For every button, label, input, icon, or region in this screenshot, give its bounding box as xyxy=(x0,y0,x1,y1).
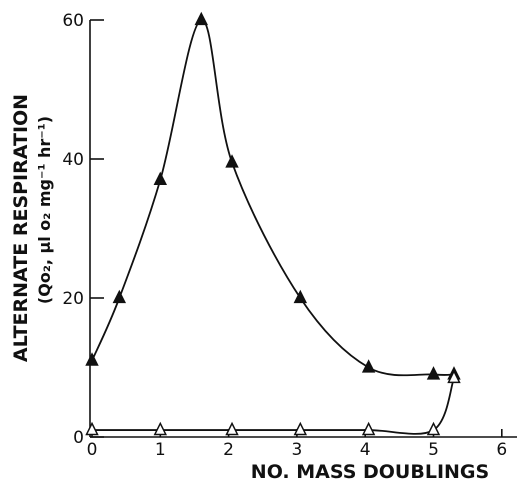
filled-triangle-point xyxy=(112,289,127,304)
axes xyxy=(89,20,517,438)
x-tick-label: 1 xyxy=(155,440,166,460)
filled-triangle-point xyxy=(85,352,99,366)
filled-triangle-point xyxy=(153,171,168,185)
filled-triangle-point xyxy=(361,359,376,373)
x-tick-label: 3 xyxy=(291,440,302,460)
x-tick-label: 2 xyxy=(223,440,234,460)
filled-triangle-point xyxy=(194,11,208,26)
open-triangle-point xyxy=(85,421,99,436)
x-tick-label: 4 xyxy=(360,440,371,460)
x-tick-label: 0 xyxy=(87,440,98,460)
y-ticks: 0 20 40 60 xyxy=(62,11,104,448)
x-tick-label: 6 xyxy=(496,440,507,460)
x-tick-label: 5 xyxy=(428,440,439,460)
y-axis-title: ALTERNATE RESPIRATION xyxy=(10,94,32,362)
series-line-2 xyxy=(92,377,455,435)
y-tick-label: 0 xyxy=(73,428,84,448)
series-lines xyxy=(91,19,455,435)
y-tick-label: 40 xyxy=(62,150,84,170)
x-axis-title: NO. MASS DOUBLINGS xyxy=(251,461,489,483)
open-triangle-point xyxy=(225,421,239,436)
filled-triangle-point xyxy=(426,366,441,380)
open-triangle-point xyxy=(361,421,376,436)
y-axis-unit: (Qo₂, µl o₂ mg⁻¹ hr⁻¹) xyxy=(35,116,54,304)
filled-triangle-point xyxy=(225,154,239,168)
series-line-1 xyxy=(91,19,455,377)
open-triangle-point xyxy=(293,421,308,436)
y-tick-label: 60 xyxy=(62,11,84,31)
open-triangle-point xyxy=(153,421,168,436)
filled-triangle-point xyxy=(293,289,308,304)
open-triangle-point xyxy=(447,369,461,384)
open-triangle-point xyxy=(426,421,441,436)
markers xyxy=(85,11,461,436)
y-tick-label: 20 xyxy=(62,289,84,309)
